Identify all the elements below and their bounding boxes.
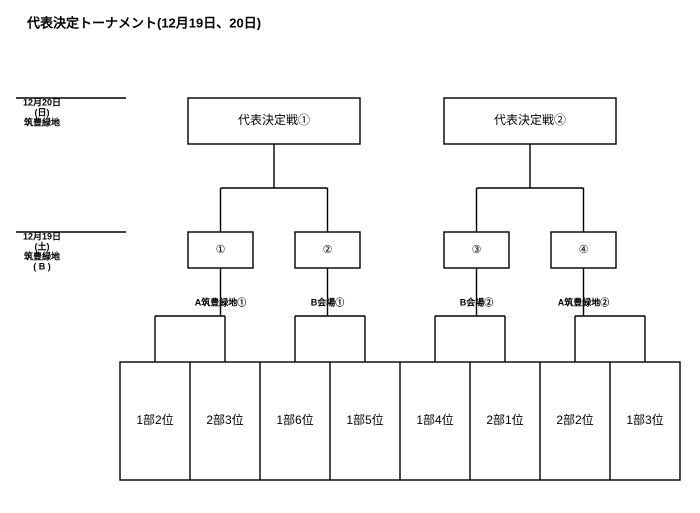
- day-label-0-2: 筑豊緑地: [24, 116, 60, 127]
- team-label-0: 1部2位: [136, 412, 173, 427]
- page-title: 代表決定トーナメント(12月19日、20日): [26, 15, 261, 30]
- semi-label-2: ③: [472, 244, 482, 256]
- team-label-5: 2部1位: [486, 412, 523, 427]
- team-label-7: 1部3位: [626, 412, 663, 427]
- day-label-1-0: 12月19日: [23, 231, 61, 241]
- final-label-1: 代表決定戦②: [494, 112, 566, 127]
- semi-label-1: ②: [323, 244, 333, 256]
- final-label-0: 代表決定戦①: [238, 112, 310, 127]
- team-label-6: 2部2位: [556, 412, 593, 427]
- team-label-3: 1部5位: [346, 412, 383, 427]
- day-label-1-3: ( B ): [33, 261, 51, 271]
- day-label-0-1: (日): [35, 107, 50, 117]
- day-label-1-2: 筑豊緑地: [24, 250, 60, 261]
- bracket-stage: 代表決定トーナメント(12月19日、20日)12月20日(日)筑豊緑地12月19…: [0, 0, 700, 508]
- team-label-1: 2部3位: [206, 412, 243, 427]
- team-label-2: 1部6位: [276, 412, 313, 427]
- team-label-4: 1部4位: [416, 412, 453, 427]
- day-label-0-0: 12月20日: [23, 97, 61, 107]
- semi-label-3: ④: [579, 244, 589, 256]
- day-label-1-1: (土): [35, 240, 50, 251]
- semi-label-0: ①: [216, 244, 226, 256]
